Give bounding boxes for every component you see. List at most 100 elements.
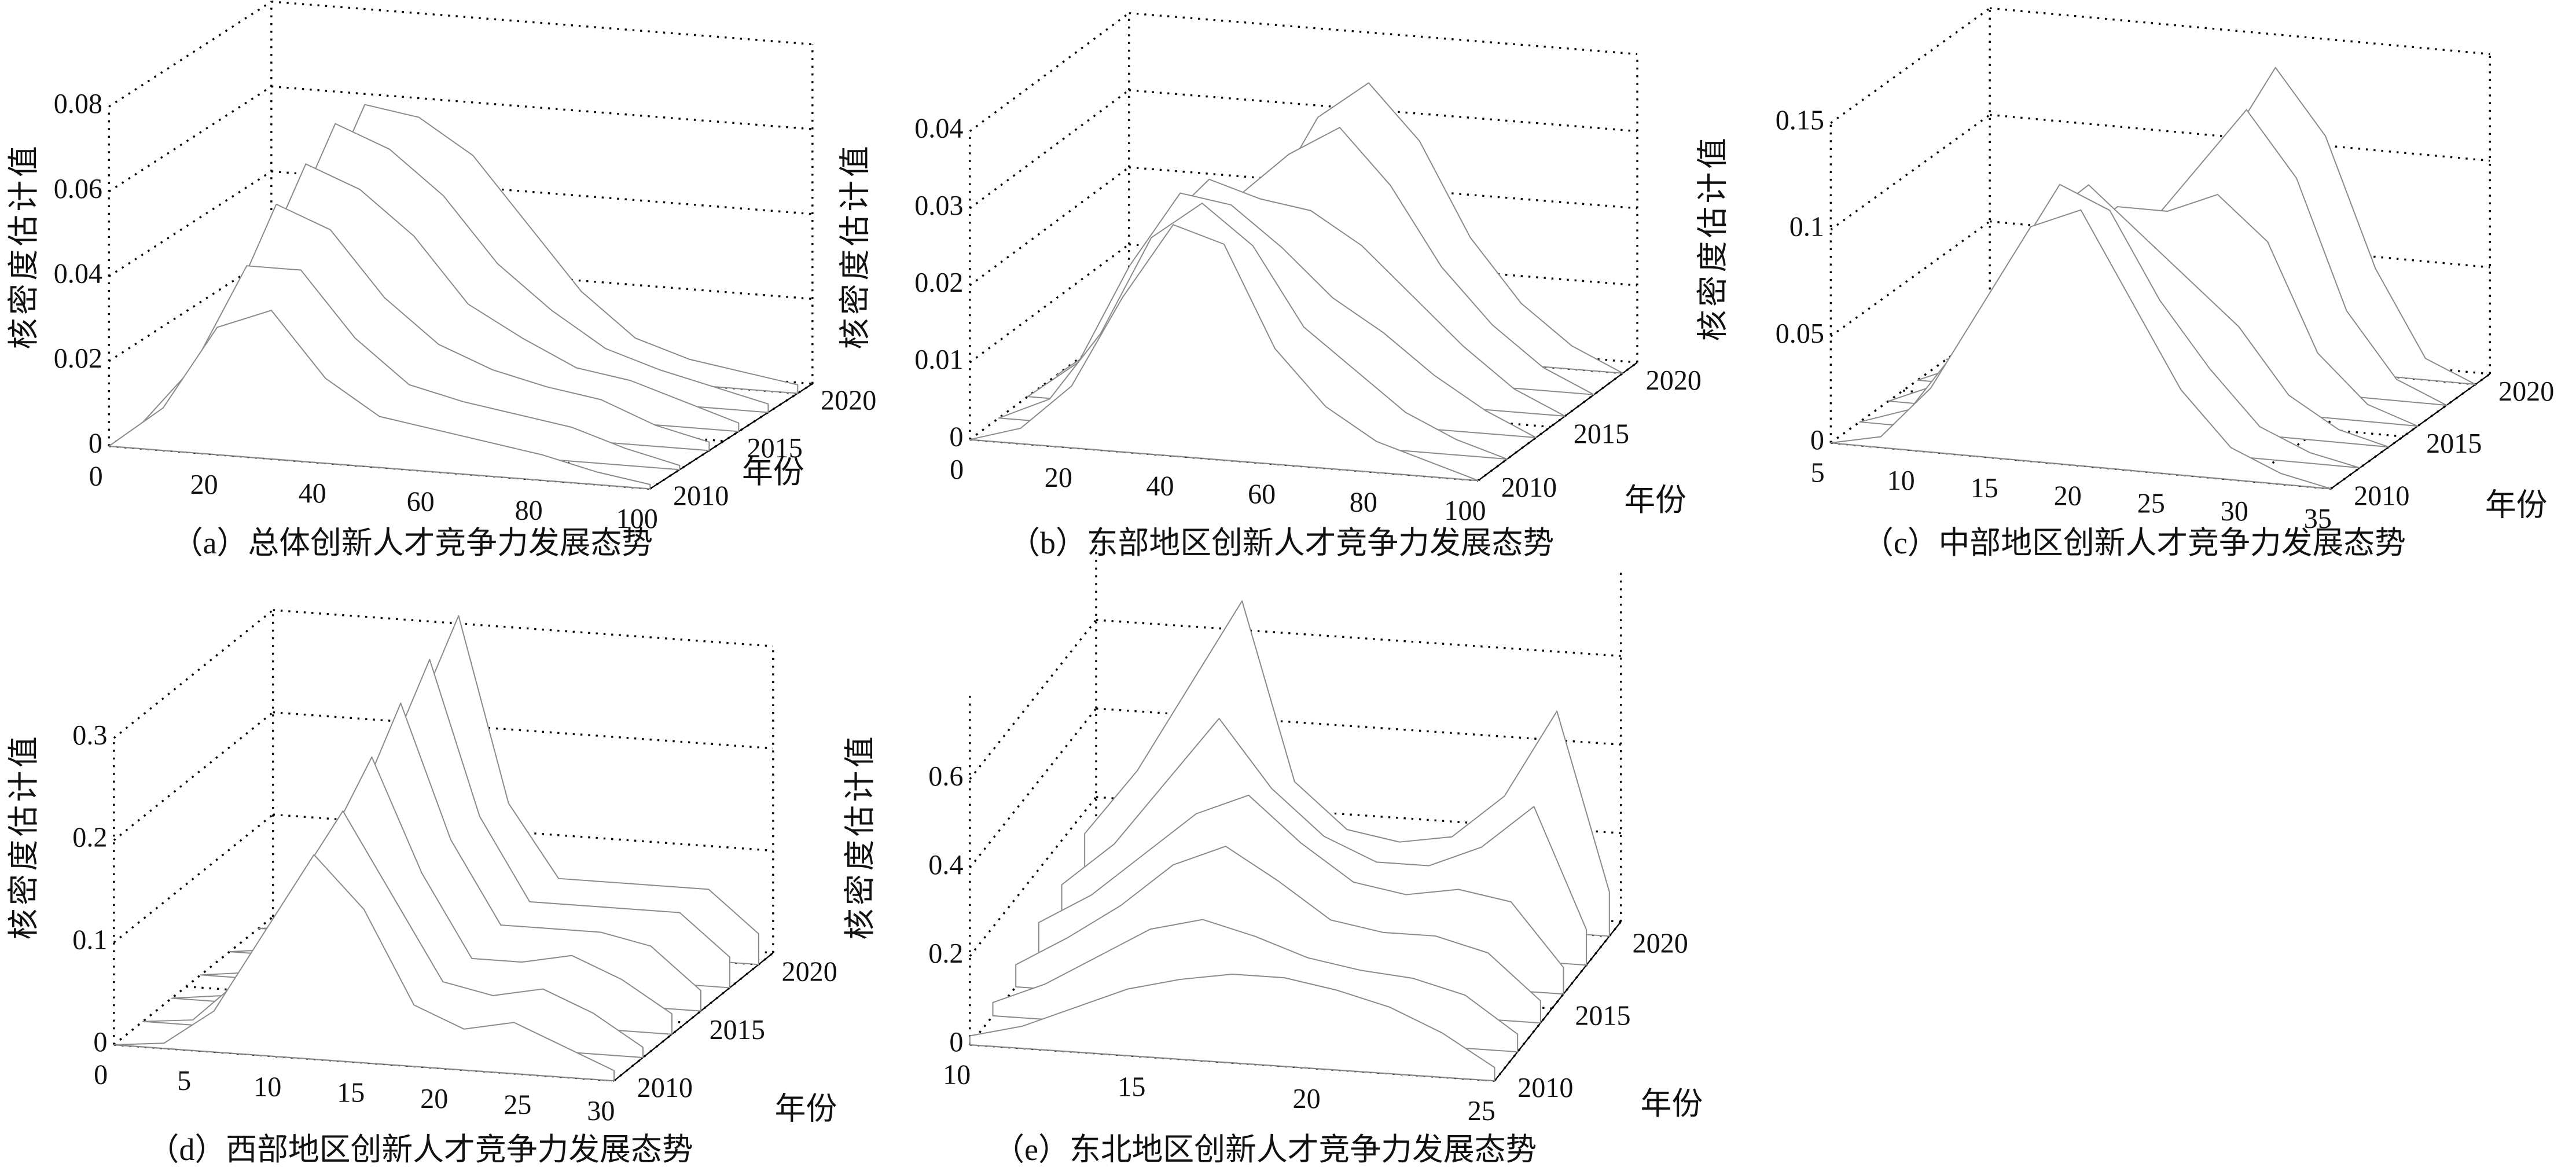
y-axis-label: 年份 (742, 455, 804, 490)
z-axis-label: 核密度估计值 (838, 143, 873, 350)
surface-row (969, 224, 1479, 482)
z-tick-label: 0.2 (928, 938, 963, 969)
grid-line (1096, 707, 1621, 746)
grid-line (969, 619, 1097, 780)
x-tick-label: 100 (616, 504, 658, 534)
panel: 0 0.01 0.02 0.03 0.04 0 20 40 60 80 100 2010 2015 202… (838, 12, 1702, 560)
x-tick-label: 25 (1468, 1096, 1495, 1126)
grid-line (1494, 921, 1622, 1082)
grid-line (1990, 7, 2490, 56)
surface-row (969, 974, 1495, 1082)
z-tick-label: 0.2 (72, 823, 107, 853)
grid-line (1830, 221, 1991, 337)
x-tick-label: 0 (89, 461, 103, 491)
y-tick-label: 2015 (747, 433, 802, 464)
z-tick-label: 0.04 (54, 258, 102, 289)
x-tick-label: 10 (253, 1071, 281, 1102)
y-tick-label: 2015 (710, 1015, 765, 1045)
z-tick-label: 0.01 (914, 344, 963, 375)
z-tick-label: 0 (949, 1027, 963, 1058)
grid-line (113, 711, 274, 841)
y-axis-label: 年份 (1641, 1086, 1703, 1121)
x-tick-label: 80 (1350, 487, 1377, 518)
z-axis-label: 核密度估计值 (843, 733, 877, 940)
grid-line (969, 707, 1097, 868)
y-tick-label: 2020 (782, 956, 837, 987)
y-tick-label: 2010 (1517, 1073, 1573, 1103)
grid-line (649, 383, 813, 490)
x-tick-label: 20 (1293, 1084, 1321, 1114)
grid-line (1830, 113, 1991, 231)
x-tick-label: 10 (943, 1060, 971, 1091)
x-tick-label: 20 (420, 1084, 448, 1114)
x-tick-label: 15 (1118, 1071, 1145, 1102)
x-tick-label: 40 (299, 478, 326, 509)
y-tick-label: 2020 (821, 386, 876, 416)
x-tick-label: 5 (177, 1066, 191, 1096)
grid-line (1096, 796, 1621, 835)
x-tick-label: 25 (504, 1089, 531, 1120)
z-tick-label: 0.02 (914, 267, 963, 298)
grid-line (969, 796, 1097, 957)
x-tick-label: 0 (94, 1060, 108, 1091)
y-tick-label: 2010 (1501, 472, 1557, 503)
z-tick-label: 0.05 (1776, 318, 1824, 349)
x-tick-label: 80 (515, 495, 543, 526)
grid-line (1129, 12, 1638, 56)
surface-row (1830, 209, 2332, 490)
z-tick-label: 0 (89, 428, 102, 459)
z-tick-label: 0.1 (72, 924, 107, 955)
x-tick-label: 20 (190, 469, 218, 500)
y-tick-label: 2015 (2426, 428, 2482, 459)
z-tick-label: 0.08 (54, 89, 102, 119)
grid-line (108, 255, 272, 362)
z-axis-label: 核密度估计值 (6, 143, 41, 350)
z-tick-label: 0.04 (914, 113, 963, 144)
grid-line (113, 609, 274, 739)
grid-line (2330, 373, 2491, 490)
y-tick-label: 2015 (1574, 419, 1629, 449)
x-tick-label: 60 (407, 487, 435, 517)
y-axis-label: 年份 (2485, 488, 2548, 523)
grid-line (273, 813, 773, 852)
grid-line (273, 711, 773, 750)
z-tick-label: 0.02 (54, 343, 102, 374)
x-tick-label: 35 (2304, 504, 2332, 534)
z-tick-label: 0 (93, 1027, 107, 1058)
grid-line (1096, 619, 1621, 658)
z-tick-label: 0.6 (928, 761, 963, 792)
x-tick-label: 40 (1146, 471, 1174, 501)
panel: 0 0.05 0.1 0.15 5 10 15 20 25 30 35 2010 2015 2020 核密度… (1695, 7, 2554, 560)
x-tick-label: 60 (1248, 479, 1276, 510)
caption: （d）西部地区创新人才竞争力发展态势 (148, 1132, 693, 1167)
grid-line (969, 166, 1130, 287)
z-tick-label: 0 (1810, 425, 1824, 456)
grid-line (273, 609, 773, 648)
z-axis-label: 核密度估计值 (6, 733, 41, 940)
z-tick-label: 0 (949, 421, 963, 452)
grid-line (108, 170, 272, 277)
grid-line (1830, 7, 1991, 124)
surface-row (108, 310, 651, 490)
y-tick-label: 2020 (1646, 365, 1702, 396)
grid-line (969, 12, 1130, 133)
grid-line (613, 952, 774, 1082)
grid-line (271, 1, 813, 46)
caption: （b）东部地区创新人才竞争力发展态势 (1009, 526, 1554, 560)
caption: （e）东北地区创新人才竞争力发展态势 (993, 1132, 1537, 1167)
grid-line (271, 85, 813, 130)
y-tick-label: 2020 (1633, 928, 1688, 959)
x-tick-label: 10 (1887, 465, 1915, 496)
y-tick-label: 2010 (673, 480, 729, 511)
axis-line (1478, 362, 1638, 482)
x-tick-label: 20 (1045, 462, 1072, 493)
y-tick-label: 2010 (2354, 480, 2409, 511)
z-tick-label: 0.1 (1789, 212, 1824, 243)
z-axis-label: 核密度估计值 (1695, 134, 1730, 341)
y-axis-label: 年份 (775, 1091, 837, 1126)
x-tick-label: 100 (1444, 495, 1486, 526)
x-tick-label: 30 (2221, 496, 2248, 527)
grid-line (108, 1, 272, 108)
